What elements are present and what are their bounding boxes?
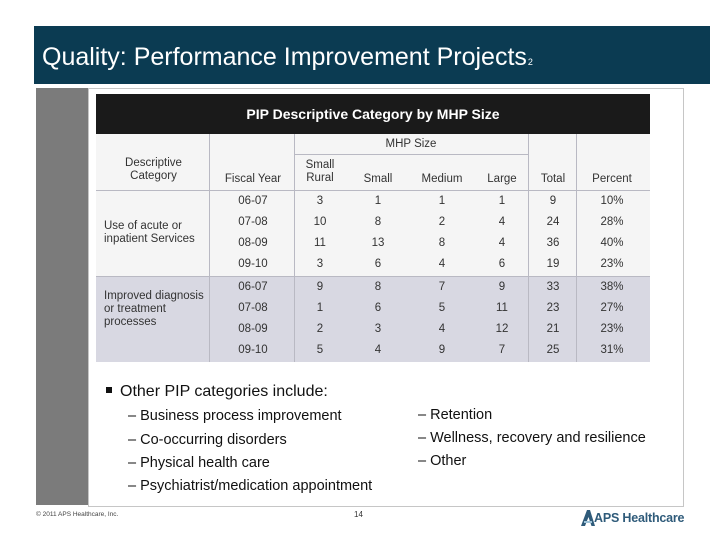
cell-small: 6 xyxy=(374,258,382,270)
category-label-2: Improved diagnosis or treatment processe… xyxy=(104,290,204,328)
page-number: 14 xyxy=(354,510,363,519)
list-item: – Other xyxy=(418,453,467,469)
header-fiscal-year: Fiscal Year xyxy=(224,173,282,185)
header-large: Large xyxy=(487,173,517,185)
cell-percent: 27% xyxy=(600,302,624,314)
left-gray-strip xyxy=(36,88,88,505)
cell-medium: 8 xyxy=(438,237,446,249)
cell-year: 06-07 xyxy=(238,195,268,207)
bullet-other-categories: Other PIP categories include: xyxy=(106,383,328,401)
category-label-1: Use of acute or inpatient Services xyxy=(104,220,195,245)
cell-large: 9 xyxy=(498,281,506,293)
table-header-bg xyxy=(96,134,650,190)
slide-title: Quality: Performance Improvement Project… xyxy=(42,43,533,72)
cell-year: 09-10 xyxy=(238,258,268,270)
cell-medium: 5 xyxy=(438,302,446,314)
cell-total: 24 xyxy=(546,216,560,228)
cell-large: 4 xyxy=(498,216,506,228)
col-line xyxy=(209,134,210,362)
group-band-2 xyxy=(96,276,650,362)
cell-year: 07-08 xyxy=(238,216,268,228)
col-line xyxy=(576,134,577,362)
cell-small: 6 xyxy=(374,302,382,314)
cell-large: 4 xyxy=(498,237,506,249)
col-line xyxy=(528,134,529,362)
header-percent: Percent xyxy=(592,173,632,185)
cell-small-rural: 1 xyxy=(316,302,324,314)
header-descriptive-category: Descriptive Category xyxy=(125,157,182,182)
cell-total: 33 xyxy=(546,281,560,293)
copyright-text: © 2011 APS Healthcare, Inc. xyxy=(36,511,119,518)
cell-percent: 23% xyxy=(600,258,624,270)
cell-small-rural: 3 xyxy=(316,258,324,270)
cell-small-rural: 3 xyxy=(316,195,324,207)
cell-small: 8 xyxy=(374,216,382,228)
cell-total: 9 xyxy=(549,195,557,207)
cell-small-rural: 5 xyxy=(316,344,324,356)
cell-large: 1 xyxy=(498,195,506,207)
cell-small: 1 xyxy=(374,195,382,207)
cell-total: 36 xyxy=(546,237,560,249)
bullet-text: Other PIP categories include: xyxy=(120,383,328,400)
col-line xyxy=(294,134,295,362)
cell-small: 4 xyxy=(374,344,382,356)
cell-medium: 2 xyxy=(438,216,446,228)
cell-large: 11 xyxy=(496,302,508,314)
cell-year: 06-07 xyxy=(238,281,268,293)
cell-medium: 9 xyxy=(438,344,446,356)
list-item: – Wellness, recovery and resilience xyxy=(418,430,646,446)
cell-percent: 28% xyxy=(600,216,624,228)
cell-percent: 40% xyxy=(600,237,624,249)
cell-small: 8 xyxy=(374,281,382,293)
cell-small-rural: 11 xyxy=(314,237,326,249)
group-divider xyxy=(96,276,650,277)
cell-year: 08-09 xyxy=(238,323,268,335)
slide-title-text: Quality: Performance Improvement Project… xyxy=(42,43,527,71)
cell-percent: 31% xyxy=(600,344,624,356)
cell-total: 23 xyxy=(546,302,560,314)
cell-year: 07-08 xyxy=(238,302,268,314)
cell-small: 3 xyxy=(374,323,382,335)
cell-small-rural: 10 xyxy=(313,216,327,228)
slide-title-suffix: 2 xyxy=(527,57,533,67)
cell-total: 25 xyxy=(546,344,560,356)
cell-large: 7 xyxy=(498,344,506,356)
cell-medium: 7 xyxy=(438,281,446,293)
header-divider xyxy=(96,190,650,191)
cell-percent: 10% xyxy=(600,195,624,207)
cell-percent: 38% xyxy=(600,281,624,293)
list-item: – Business process improvement xyxy=(128,408,342,424)
logo-text: APS Healthcare xyxy=(594,511,685,525)
header-mhp-size: MHP Size xyxy=(385,138,437,150)
cell-small-rural: 2 xyxy=(316,323,324,335)
aps-logo-icon xyxy=(581,510,595,526)
header-medium: Medium xyxy=(421,173,463,185)
header-total: Total xyxy=(540,173,566,185)
cell-medium: 4 xyxy=(438,258,446,270)
group-header-divider xyxy=(294,154,528,155)
cell-total: 21 xyxy=(546,323,560,335)
list-item: – Psychiatrist/medication appointment xyxy=(128,478,373,494)
cell-medium: 1 xyxy=(438,195,446,207)
cell-small-rural: 9 xyxy=(316,281,324,293)
table-title-bar: PIP Descriptive Category by MHP Size xyxy=(96,94,650,134)
header-small: Small xyxy=(363,173,393,185)
list-item: – Co-occurring disorders xyxy=(128,432,287,448)
title-bar: Quality: Performance Improvement Project… xyxy=(34,26,710,84)
cell-year: 08-09 xyxy=(238,237,268,249)
table-title: PIP Descriptive Category by MHP Size xyxy=(246,106,500,122)
list-item: – Retention xyxy=(418,407,493,423)
cell-medium: 4 xyxy=(438,323,446,335)
cell-large: 6 xyxy=(498,258,506,270)
cell-percent: 23% xyxy=(600,323,624,335)
group-band-1 xyxy=(96,190,650,276)
cell-large: 12 xyxy=(495,323,509,335)
cell-year: 09-10 xyxy=(238,344,268,356)
bullet-square-icon xyxy=(106,386,112,393)
cell-total: 19 xyxy=(546,258,560,270)
list-item: – Physical health care xyxy=(128,455,270,471)
pip-table: PIP Descriptive Category by MHP Size MHP… xyxy=(96,94,650,362)
header-small-rural: Small Rural xyxy=(305,159,335,184)
cell-small: 13 xyxy=(371,237,385,249)
